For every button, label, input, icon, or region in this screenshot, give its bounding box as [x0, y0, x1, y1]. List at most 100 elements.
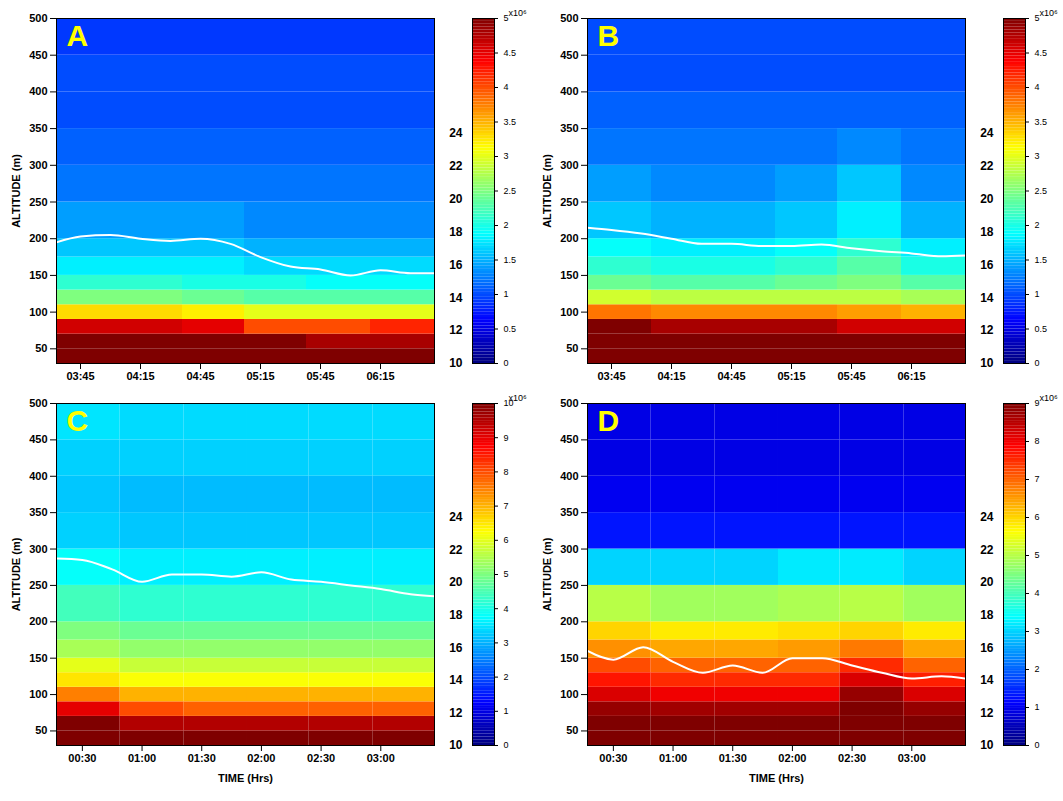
svg-text:350: 350 — [29, 506, 47, 518]
svg-text:9: 9 — [504, 433, 509, 443]
svg-text:03:45: 03:45 — [597, 370, 625, 382]
svg-text:02:30: 02:30 — [838, 752, 866, 764]
svg-text:22: 22 — [980, 159, 994, 173]
svg-text:01:00: 01:00 — [128, 752, 156, 764]
svg-text:14: 14 — [980, 673, 994, 687]
svg-text:50: 50 — [566, 724, 578, 736]
svg-text:450: 450 — [29, 49, 47, 61]
svg-text:06:15: 06:15 — [366, 370, 394, 382]
svg-text:1: 1 — [1035, 289, 1040, 299]
svg-text:10: 10 — [980, 356, 994, 370]
svg-text:300: 300 — [29, 159, 47, 171]
svg-text:24: 24 — [449, 126, 463, 140]
svg-text:ALTITUDE (m): ALTITUDE (m) — [10, 537, 22, 611]
svg-text:4: 4 — [504, 604, 509, 614]
svg-text:400: 400 — [560, 470, 578, 482]
svg-text:01:30: 01:30 — [719, 752, 747, 764]
svg-text:200: 200 — [560, 232, 578, 244]
svg-text:00:30: 00:30 — [68, 752, 96, 764]
svg-text:2: 2 — [1035, 664, 1040, 674]
svg-text:2: 2 — [504, 672, 509, 682]
svg-text:150: 150 — [29, 269, 47, 281]
svg-text:00:30: 00:30 — [599, 752, 627, 764]
svg-text:x10⁶: x10⁶ — [1040, 8, 1059, 18]
svg-text:5: 5 — [504, 569, 509, 579]
svg-text:250: 250 — [560, 196, 578, 208]
svg-text:150: 150 — [560, 269, 578, 281]
svg-text:x10⁶: x10⁶ — [1040, 393, 1059, 403]
svg-text:x10⁶: x10⁶ — [509, 8, 528, 18]
svg-text:16: 16 — [449, 641, 463, 655]
svg-text:04:15: 04:15 — [126, 370, 154, 382]
svg-text:4.5: 4.5 — [1035, 48, 1048, 58]
svg-text:04:15: 04:15 — [657, 370, 685, 382]
svg-text:C: C — [67, 404, 89, 437]
svg-text:450: 450 — [29, 433, 47, 445]
svg-text:18: 18 — [449, 608, 463, 622]
svg-text:50: 50 — [566, 342, 578, 354]
svg-text:6: 6 — [504, 535, 509, 545]
svg-text:24: 24 — [449, 510, 463, 524]
svg-text:10: 10 — [449, 738, 463, 752]
svg-text:10: 10 — [980, 738, 994, 752]
svg-text:50: 50 — [35, 724, 47, 736]
svg-text:350: 350 — [29, 122, 47, 134]
svg-text:3: 3 — [504, 638, 509, 648]
svg-text:18: 18 — [449, 225, 463, 239]
svg-text:22: 22 — [449, 159, 463, 173]
svg-text:500: 500 — [560, 397, 578, 409]
svg-text:12: 12 — [449, 323, 463, 337]
svg-text:500: 500 — [560, 12, 578, 24]
svg-text:100: 100 — [29, 688, 47, 700]
svg-text:20: 20 — [449, 192, 463, 206]
svg-text:12: 12 — [980, 706, 994, 720]
svg-text:4: 4 — [1035, 82, 1040, 92]
svg-text:10: 10 — [449, 356, 463, 370]
svg-text:04:45: 04:45 — [186, 370, 214, 382]
svg-text:6: 6 — [1035, 512, 1040, 522]
svg-text:3: 3 — [1035, 151, 1040, 161]
svg-text:400: 400 — [29, 85, 47, 97]
svg-text:16: 16 — [449, 258, 463, 272]
svg-text:16: 16 — [980, 641, 994, 655]
svg-text:20: 20 — [980, 575, 994, 589]
svg-text:200: 200 — [560, 615, 578, 627]
svg-text:18: 18 — [980, 608, 994, 622]
svg-text:2: 2 — [504, 220, 509, 230]
svg-text:200: 200 — [29, 232, 47, 244]
svg-text:01:30: 01:30 — [188, 752, 216, 764]
svg-text:50: 50 — [35, 342, 47, 354]
svg-text:1.5: 1.5 — [1035, 255, 1048, 265]
svg-text:20: 20 — [449, 575, 463, 589]
svg-text:x10⁶: x10⁶ — [509, 393, 528, 403]
svg-text:450: 450 — [560, 49, 578, 61]
svg-text:1: 1 — [504, 706, 509, 716]
svg-text:250: 250 — [29, 196, 47, 208]
svg-text:0: 0 — [1035, 740, 1040, 750]
svg-text:20: 20 — [980, 192, 994, 206]
svg-text:3: 3 — [1035, 626, 1040, 636]
svg-text:14: 14 — [449, 673, 463, 687]
svg-text:300: 300 — [560, 543, 578, 555]
svg-text:0: 0 — [504, 740, 509, 750]
svg-text:05:15: 05:15 — [246, 370, 274, 382]
svg-text:06:15: 06:15 — [897, 370, 925, 382]
svg-text:TIME (Hrs): TIME (Hrs) — [749, 772, 804, 784]
svg-text:0.5: 0.5 — [504, 324, 517, 334]
svg-text:100: 100 — [560, 688, 578, 700]
svg-text:2.5: 2.5 — [504, 186, 517, 196]
svg-text:1: 1 — [1035, 702, 1040, 712]
svg-text:500: 500 — [29, 397, 47, 409]
svg-text:7: 7 — [1035, 474, 1040, 484]
svg-text:14: 14 — [980, 291, 994, 305]
svg-text:04:45: 04:45 — [717, 370, 745, 382]
svg-text:02:30: 02:30 — [307, 752, 335, 764]
svg-text:0: 0 — [1035, 358, 1040, 368]
svg-text:150: 150 — [29, 652, 47, 664]
svg-text:8: 8 — [1035, 436, 1040, 446]
svg-text:03:00: 03:00 — [898, 752, 926, 764]
svg-text:03:45: 03:45 — [66, 370, 94, 382]
svg-text:250: 250 — [29, 579, 47, 591]
svg-text:24: 24 — [980, 126, 994, 140]
svg-text:2: 2 — [1035, 220, 1040, 230]
